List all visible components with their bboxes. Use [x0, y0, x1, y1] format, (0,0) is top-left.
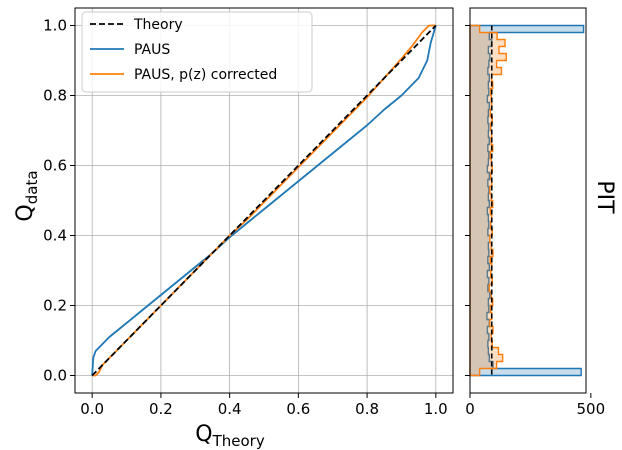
legend-label-paus: PAUS	[134, 42, 170, 58]
x-tick-label: 0.6	[286, 400, 310, 418]
y-axis-label-sub: data	[23, 170, 41, 204]
pit-x-tick-label: 500	[577, 400, 606, 418]
y-tick-label: 0.0	[43, 367, 67, 385]
x-tick-label: 0.8	[355, 400, 379, 418]
legend-box	[81, 11, 313, 93]
y-tick-label: 0.2	[43, 297, 67, 315]
pit-histogram: 0 500 PIT	[465, 7, 617, 418]
pit-fill-1	[470, 25, 507, 376]
x-tick-label: 0.2	[149, 400, 173, 418]
series-line-0	[91, 24, 437, 377]
y-tick-label: 0.8	[43, 87, 67, 105]
pit-histogram-steps	[469, 24, 585, 377]
main-axes-frame	[74, 7, 454, 394]
x-tick-label: 1.0	[424, 400, 448, 418]
legend-label-theory: Theory	[133, 17, 183, 33]
pit-step-0	[469, 24, 585, 377]
legend-label-paus-corrected: PAUS, p(z) corrected	[134, 67, 277, 83]
x-tick-label: 0.4	[218, 400, 242, 418]
x-axis-label-sub: Theory	[212, 432, 265, 450]
x-tick-label: 0.0	[80, 400, 104, 418]
y-tick-label: 1.0	[43, 17, 67, 35]
main-series	[91, 24, 437, 377]
x-axis-label: QTheory	[195, 422, 265, 450]
x-axis-label-main: Q	[195, 422, 212, 447]
y-axis-label-main: Q	[13, 204, 38, 221]
pit-fill-0	[470, 25, 584, 376]
pit-x-tick-label: 0	[465, 400, 475, 418]
y-axis-label: Qdata	[13, 170, 41, 221]
pit-axes-frame	[469, 7, 587, 394]
series-line-1	[91, 25, 437, 376]
qq-plot: 0.0 0.2 0.4 0.6 0.8 1.00.00.20.40.60.81.0 QTh…	[13, 7, 454, 450]
pit-axis-label: PIT	[592, 180, 617, 214]
legend: Theory PAUS PAUS, p(z) corrected	[81, 11, 313, 93]
y-tick-label: 0.6	[43, 157, 67, 175]
y-tick-label: 0.4	[43, 227, 67, 245]
pit-ticks: 0 500	[465, 25, 606, 418]
main-ticks: 0.0 0.2 0.4 0.6 0.8 1.0 0.0 0.2 0.4 0.6 0.8 1.0	[43, 17, 448, 419]
